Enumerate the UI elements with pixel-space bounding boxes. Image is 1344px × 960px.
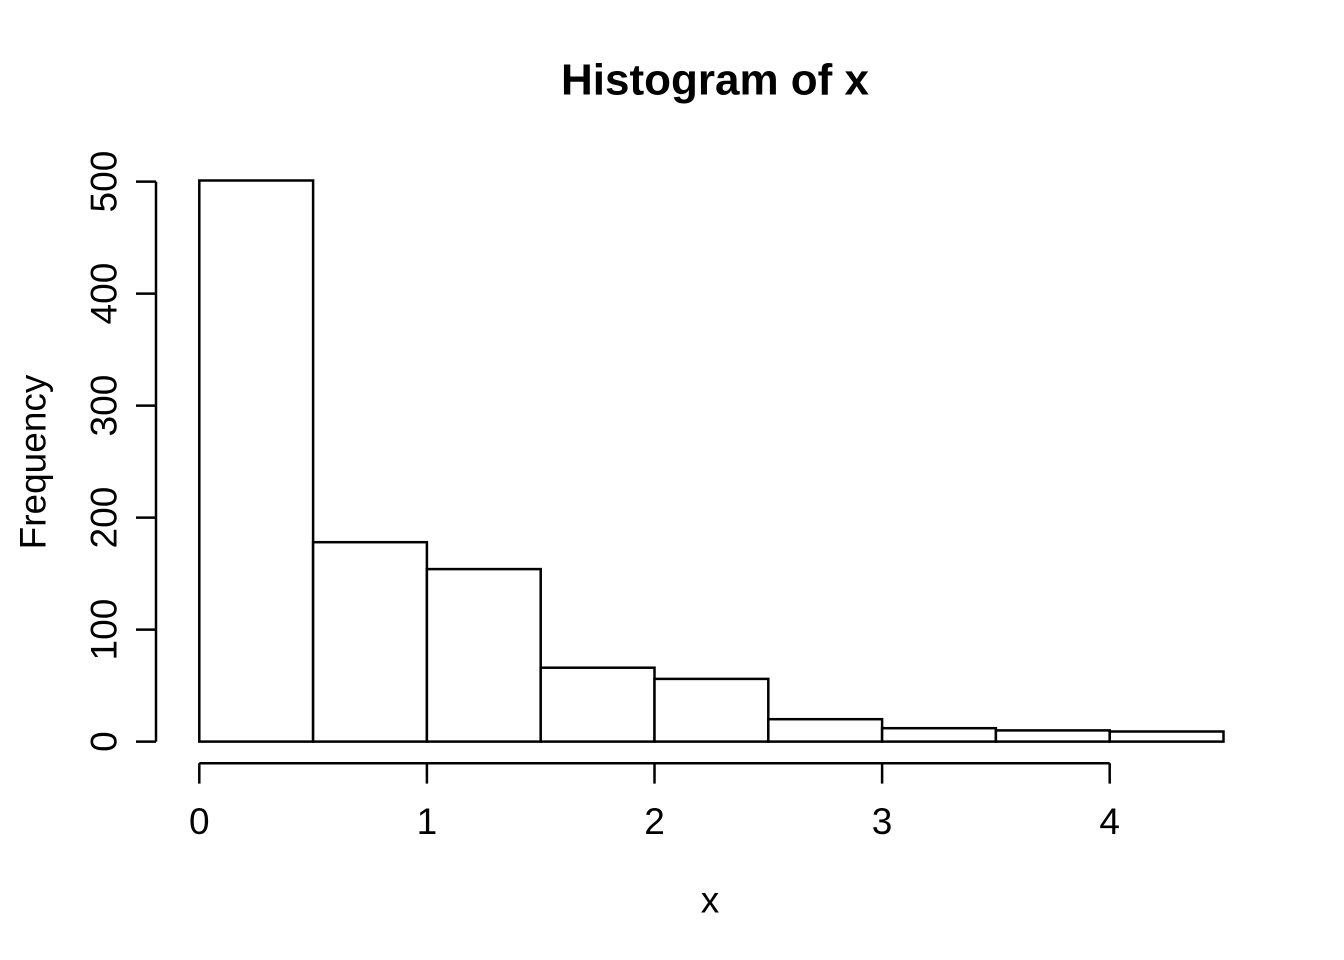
histogram-bar	[1108, 730, 1225, 743]
y-axis-tick-label: 400	[84, 263, 125, 325]
x-axis-tick-label: 1	[417, 801, 438, 842]
x-axis-tick-label: 2	[644, 801, 665, 842]
x-axis-tick-label: 4	[1099, 801, 1120, 842]
x-axis-tick-label: 3	[872, 801, 893, 842]
y-axis-tick-label: 200	[84, 487, 125, 549]
histogram-bar	[539, 666, 656, 743]
x-axis-tick-label: 0	[189, 801, 210, 842]
y-axis-tick-label: 0	[84, 731, 125, 752]
histogram-bar	[311, 540, 429, 743]
chart-title: Histogram of x	[561, 56, 870, 105]
x-axis-title: x	[701, 880, 720, 921]
y-ticks-group: 0 100 200 300 400 500	[84, 151, 156, 752]
y-axis-tick-label: 500	[84, 151, 125, 213]
bars-group	[198, 179, 1225, 743]
histogram-bar	[994, 729, 1111, 743]
y-axis-tick-label: 100	[84, 599, 125, 661]
y-axis-title: Frequency	[13, 374, 54, 549]
histogram-bar	[767, 717, 884, 743]
histogram-bar	[425, 567, 542, 743]
histogram-bar	[198, 179, 315, 743]
histogram-bar	[653, 677, 770, 743]
histogram-bar	[880, 726, 998, 743]
y-axis-tick-label: 300	[84, 375, 125, 437]
x-ticks-group: 0 1 2 3 4	[189, 763, 1120, 842]
